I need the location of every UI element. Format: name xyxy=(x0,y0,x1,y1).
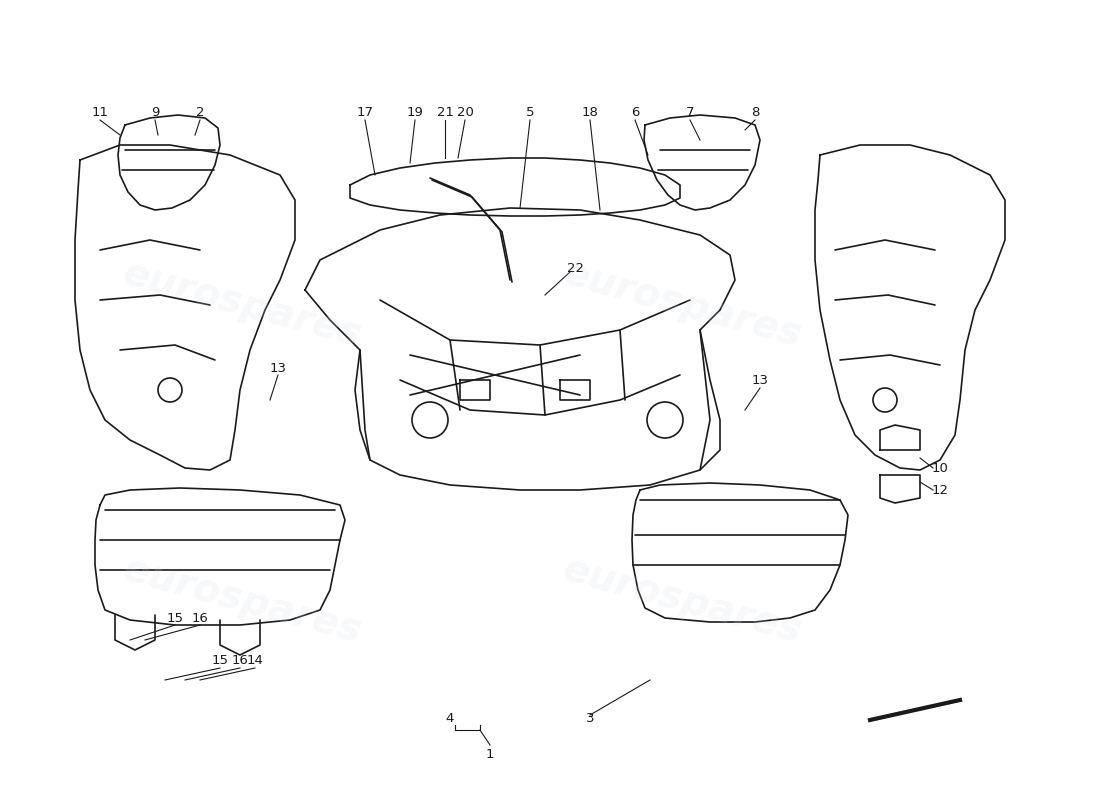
Text: 4: 4 xyxy=(446,711,454,725)
Text: 14: 14 xyxy=(246,654,263,666)
Text: 13: 13 xyxy=(751,374,769,386)
Text: 2: 2 xyxy=(196,106,205,119)
Text: 3: 3 xyxy=(585,711,594,725)
Text: 16: 16 xyxy=(232,654,249,666)
Text: 12: 12 xyxy=(932,483,948,497)
Text: 11: 11 xyxy=(91,106,109,119)
Text: 15: 15 xyxy=(166,611,184,625)
Text: 8: 8 xyxy=(751,106,759,119)
Text: 6: 6 xyxy=(630,106,639,119)
Text: 21: 21 xyxy=(437,106,453,119)
Text: eurospares: eurospares xyxy=(119,550,365,650)
Text: 17: 17 xyxy=(356,106,374,119)
Text: 9: 9 xyxy=(151,106,160,119)
Text: 1: 1 xyxy=(486,749,494,762)
Text: 10: 10 xyxy=(932,462,948,474)
Text: 5: 5 xyxy=(526,106,535,119)
Text: 18: 18 xyxy=(582,106,598,119)
Text: 15: 15 xyxy=(211,654,229,666)
Text: 16: 16 xyxy=(191,611,208,625)
Text: 20: 20 xyxy=(456,106,473,119)
Text: 7: 7 xyxy=(685,106,694,119)
Text: 13: 13 xyxy=(270,362,286,374)
Text: eurospares: eurospares xyxy=(559,550,805,650)
Text: eurospares: eurospares xyxy=(119,254,365,354)
Text: 22: 22 xyxy=(566,262,583,274)
Text: 19: 19 xyxy=(407,106,424,119)
Text: eurospares: eurospares xyxy=(559,254,805,354)
